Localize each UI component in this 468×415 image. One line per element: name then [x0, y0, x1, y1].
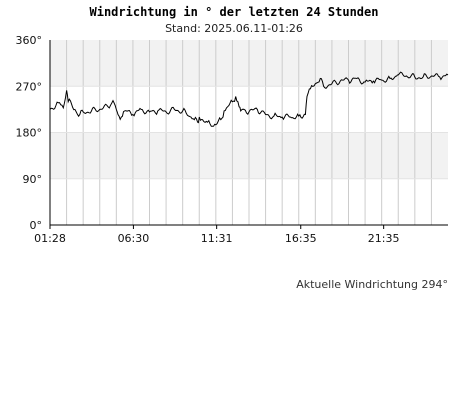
- y-tick-label: 270°: [16, 80, 43, 93]
- chart-subtitle: Stand: 2025.06.11-01:26: [165, 22, 303, 35]
- current-wind-direction: Aktuelle Windrichtung 294°: [296, 278, 448, 291]
- wind-direction-series-line: [49, 71, 449, 127]
- current-wind-direction-value: 294°: [421, 278, 449, 291]
- chart-title: Windrichtung in ° der letzten 24 Stunden: [89, 5, 379, 19]
- y-tick-label: 0°: [30, 219, 43, 232]
- y-tick-label: 360°: [16, 34, 43, 47]
- current-wind-direction-label: Aktuelle Windrichtung: [296, 278, 418, 291]
- x-tick-label: 01:28: [34, 232, 66, 245]
- y-tick-label: 90°: [23, 173, 43, 186]
- x-tick-label: 16:35: [285, 232, 317, 245]
- x-tick-label: 21:35: [368, 232, 400, 245]
- x-tick-label: 11:31: [201, 232, 233, 245]
- x-tick-label: 06:30: [118, 232, 150, 245]
- y-tick-label: 180°: [16, 127, 43, 140]
